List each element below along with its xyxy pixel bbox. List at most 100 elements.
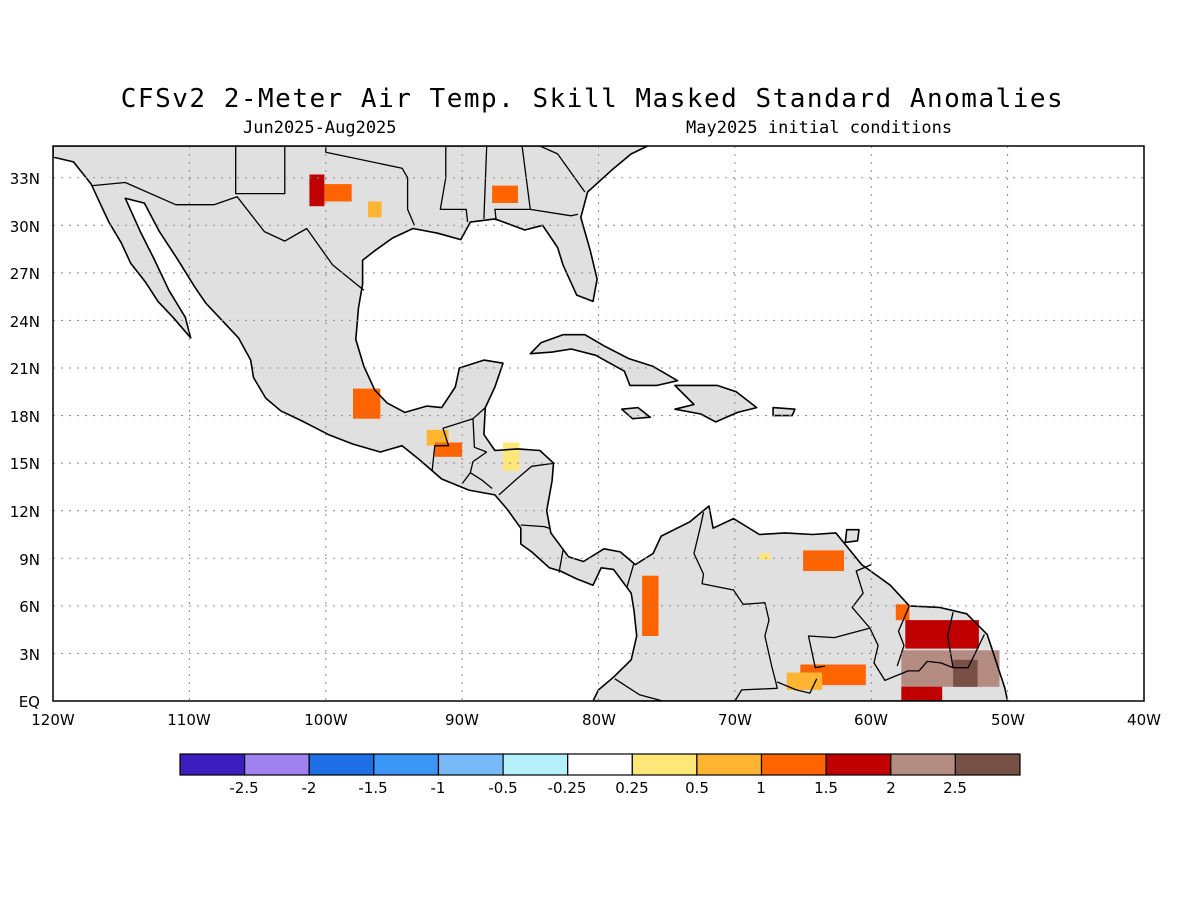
colorbar-label: -0.25	[548, 779, 587, 797]
map-title: CFSv2 2-Meter Air Temp. Skill Masked Sta…	[120, 84, 1065, 114]
lon-label: 50W	[991, 711, 1025, 729]
coastline-layer	[53, 146, 1009, 701]
border-line	[498, 462, 555, 496]
lat-label: 21N	[10, 360, 40, 378]
border-line	[626, 562, 635, 587]
coastline	[529, 333, 679, 387]
land-area	[845, 529, 859, 543]
lat-label: 9N	[19, 551, 40, 569]
anomaly-cell	[901, 650, 1000, 687]
coastline	[772, 406, 796, 417]
border-line	[483, 146, 488, 219]
graticule	[53, 146, 1144, 701]
border-line	[469, 451, 488, 473]
colorbar-swatch	[179, 753, 246, 776]
colorbar	[179, 753, 1021, 776]
border-line	[472, 407, 486, 420]
border-line	[946, 612, 954, 668]
colorbar-label: -1.5	[358, 779, 387, 797]
border-line	[520, 524, 550, 529]
colorbar-label: 1.5	[814, 779, 838, 797]
border-line	[530, 208, 579, 217]
lat-label: 12N	[10, 503, 40, 521]
lon-label: 80W	[582, 711, 616, 729]
colorbar-swatch	[244, 753, 310, 776]
border-line	[851, 564, 985, 682]
longitude-labels: 120W 110W 100W 90W 80W 70W 60W 50W 40W	[31, 711, 1161, 729]
anomaly-cell	[426, 429, 449, 446]
colorbar-label: -1	[431, 779, 446, 797]
land-area	[530, 334, 678, 386]
anomaly-cell	[786, 672, 823, 690]
colorbar-swatch	[502, 753, 569, 776]
colorbar-label: -2	[302, 779, 317, 797]
colorbar-labels: -2.5 -2 -1.5 -1 -0.5 -0.25 0.25 0.5 1 1.…	[229, 779, 967, 797]
border-line	[235, 146, 286, 195]
border-line	[896, 605, 910, 667]
colorbar-swatch	[825, 753, 892, 776]
anomaly-cell	[309, 174, 325, 207]
lat-label: 27N	[10, 265, 40, 283]
plot-frame	[52, 145, 1145, 702]
lon-label: 110W	[167, 711, 211, 729]
colorbar-label: 1	[756, 779, 766, 797]
lon-label: 90W	[445, 711, 479, 729]
anomaly-cell	[759, 553, 771, 560]
anomaly-cell	[503, 442, 520, 471]
lon-label: 60W	[854, 711, 888, 729]
colorbar-swatch	[308, 753, 375, 776]
colorbar-swatch	[373, 753, 439, 776]
lat-label: 33N	[10, 170, 40, 188]
colorbar-swatch	[760, 753, 827, 776]
anomaly-cell	[895, 604, 910, 621]
colorbar-swatch	[954, 753, 1021, 776]
lat-label: 18N	[10, 408, 40, 426]
lon-label: 40W	[1127, 711, 1161, 729]
border-line	[776, 678, 818, 694]
coastline	[674, 384, 758, 423]
colorbar-label: -0.5	[488, 779, 517, 797]
colorbar-swatch	[631, 753, 698, 776]
border-line	[431, 418, 487, 472]
anomaly-cell	[953, 659, 978, 687]
border-line	[539, 146, 586, 193]
border-line	[807, 627, 871, 669]
coastline	[620, 406, 652, 420]
lon-label: 70W	[718, 711, 752, 729]
colorbar-label: -2.5	[229, 779, 258, 797]
border-line	[558, 550, 564, 573]
coastline	[844, 528, 860, 544]
colorbar-swatch	[696, 753, 763, 776]
anomaly-cell	[324, 184, 352, 202]
land-area	[621, 407, 651, 419]
colorbar-label: 0.5	[685, 779, 709, 797]
coastline	[53, 146, 1009, 701]
land-area	[53, 146, 1008, 701]
lat-label: 3N	[19, 646, 40, 664]
colorbar-label: 2	[886, 779, 896, 797]
border-line	[92, 181, 365, 291]
border-line	[325, 146, 415, 226]
lat-label: 30N	[10, 218, 40, 236]
anomaly-cell	[368, 201, 382, 218]
lat-label: 24N	[10, 313, 40, 331]
forecast-period: Jun2025-Aug2025	[243, 118, 397, 138]
anomaly-cell	[901, 686, 943, 701]
anomaly-cell	[492, 185, 518, 203]
colorbar-swatch	[437, 753, 504, 776]
colorbar-swatch	[567, 753, 633, 776]
colorbar-label: 0.25	[615, 779, 648, 797]
anomaly-cell	[353, 388, 381, 419]
latitude-labels: 33N 30N 27N 24N 21N 18N 15N 12N 9N 6N 3N…	[10, 170, 40, 711]
anomaly-cell	[803, 550, 844, 571]
colorbar-label: 2.5	[943, 779, 967, 797]
lat-label: 6N	[19, 598, 40, 616]
border-line	[693, 512, 778, 701]
colorbar-swatch	[890, 753, 956, 776]
border-line	[461, 472, 493, 489]
initial-conditions: May2025 initial conditions	[686, 118, 953, 138]
border-line	[614, 678, 663, 701]
anomaly-cell	[905, 620, 979, 649]
lat-label: 15N	[10, 455, 40, 473]
